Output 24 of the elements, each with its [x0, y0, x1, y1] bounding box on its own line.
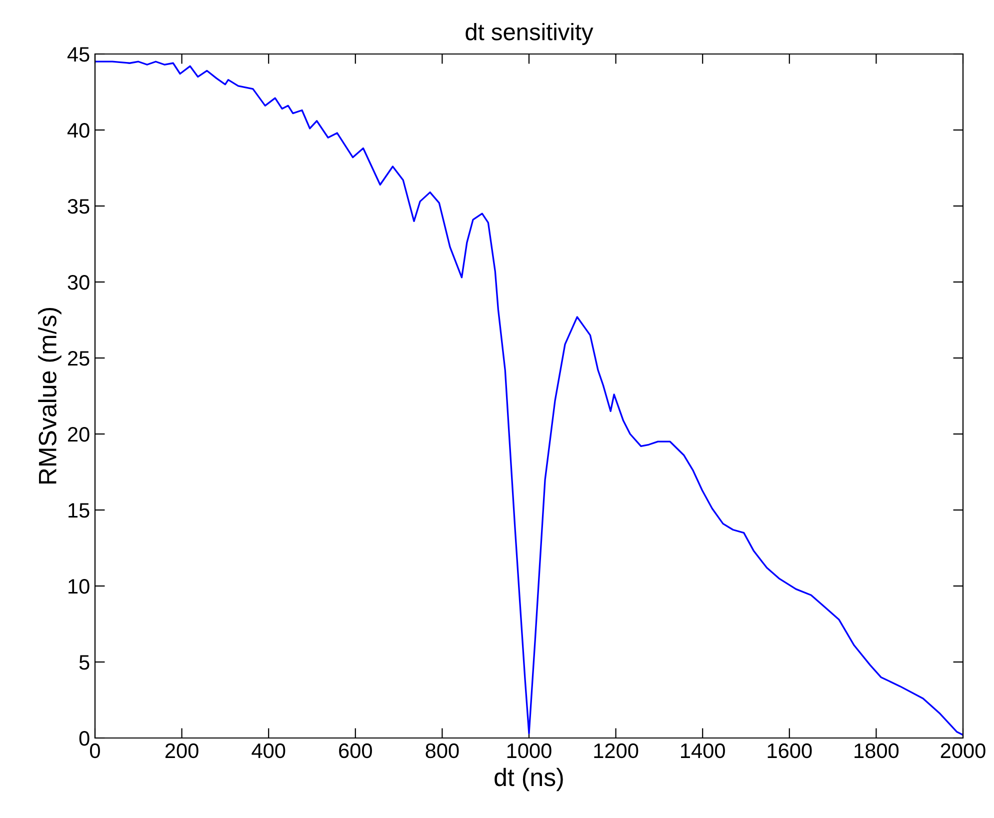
x-tick-label: 400 [252, 743, 286, 758]
x-tick-label: 0 [90, 743, 100, 758]
x-tick-label: 1600 [768, 743, 812, 758]
y-tick-label: 30 [68, 275, 90, 290]
x-tick-label: 1400 [681, 743, 725, 758]
y-tick-label: 5 [79, 655, 90, 670]
y-tick-label: 15 [68, 503, 90, 518]
y-axis-title: RMSvalue (m/s) [38, 308, 62, 484]
y-tick-label: 20 [68, 427, 90, 442]
y-tick-label: 0 [79, 731, 90, 746]
x-tick-label: 1200 [594, 743, 638, 758]
y-tick-label: 25 [68, 351, 90, 366]
x-tick-label: 800 [426, 743, 459, 758]
x-axis-title: dt (ns) [494, 768, 563, 792]
x-tick-label: 2000 [940, 743, 986, 758]
x-tick-label: 1000 [507, 743, 552, 758]
y-tick-label: 10 [68, 579, 90, 594]
x-tick-label: 200 [165, 743, 198, 758]
x-tick-label: 1800 [854, 743, 899, 758]
x-tick-label: 600 [339, 743, 372, 758]
y-tick-label: 40 [67, 123, 90, 138]
chart-title: dt sensitivity [466, 23, 594, 46]
y-tick-label: 35 [68, 199, 90, 214]
y-tick-label: 45 [67, 47, 90, 62]
